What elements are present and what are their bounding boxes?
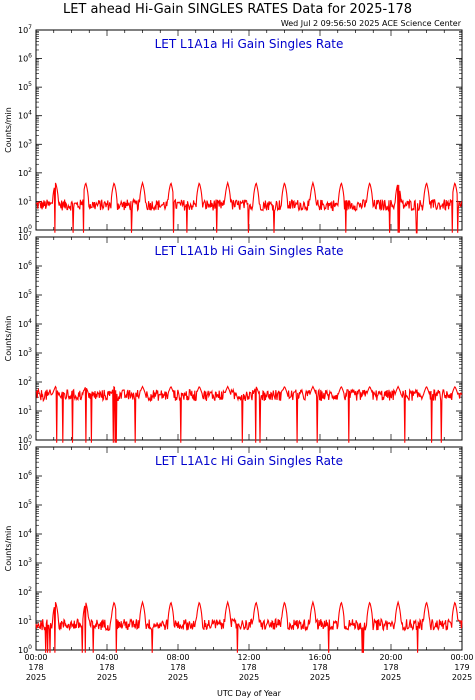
- panel-title: LET L1A1b Hi Gain Singles Rate: [154, 244, 343, 258]
- x-tick-label-time: 12:00: [237, 653, 260, 662]
- y-tick-label: 103: [18, 138, 32, 149]
- x-tick-label-year: 2025: [381, 673, 401, 682]
- x-tick-label-time: 00:00: [450, 653, 473, 662]
- x-tick-label-year: 2025: [452, 673, 472, 682]
- y-tick-label: 106: [18, 53, 32, 64]
- x-tick-label-doy: 178: [383, 663, 398, 672]
- series-line: [35, 600, 463, 653]
- y-tick-label: 107: [18, 24, 32, 35]
- series-line: [35, 385, 463, 443]
- x-tick-label-time: 04:00: [95, 653, 118, 662]
- panel-title: LET L1A1c Hi Gain Singles Rate: [155, 454, 343, 468]
- y-tick-label: 102: [18, 376, 32, 387]
- y-axis-label: Counts/min: [4, 107, 13, 153]
- x-tick-label-year: 2025: [168, 673, 188, 682]
- y-tick-label: 105: [18, 499, 32, 510]
- y-axis-label: Counts/min: [4, 316, 13, 362]
- y-tick-label: 103: [18, 347, 32, 358]
- x-tick-label-time: 00:00: [24, 653, 47, 662]
- y-tick-label: 107: [18, 231, 32, 242]
- y-tick-label: 105: [18, 289, 32, 300]
- x-tick-label-year: 2025: [310, 673, 330, 682]
- x-tick-label-time: 16:00: [308, 653, 331, 662]
- x-tick-label-doy: 179: [454, 663, 469, 672]
- y-tick-label: 106: [18, 260, 32, 271]
- x-tick-label-doy: 178: [312, 663, 327, 672]
- y-tick-label: 104: [18, 528, 32, 539]
- x-tick-label-doy: 178: [99, 663, 114, 672]
- x-tick-label-doy: 178: [241, 663, 256, 672]
- y-tick-label: 101: [18, 615, 32, 626]
- page-title: LET ahead Hi-Gain SINGLES RATES Data for…: [62, 2, 413, 17]
- y-tick-label: 100: [18, 644, 32, 655]
- y-tick-label: 100: [18, 224, 32, 235]
- x-tick-label-year: 2025: [97, 673, 117, 682]
- timestamp: Wed Jul 2 09:56:50 2025 ACE Science Cent…: [280, 19, 461, 28]
- plot-frame: [35, 446, 463, 651]
- series-line: [35, 180, 462, 234]
- y-tick-label: 102: [18, 586, 32, 597]
- x-tick-label-year: 2025: [239, 673, 259, 682]
- x-tick-label-doy: 178: [28, 663, 43, 672]
- y-axis-label: Counts/min: [4, 526, 13, 572]
- y-tick-label: 107: [18, 441, 32, 452]
- y-tick-label: 101: [18, 195, 32, 206]
- x-tick-label-time: 08:00: [166, 653, 189, 662]
- plot-frame: [35, 236, 463, 441]
- y-tick-label: 100: [18, 434, 32, 445]
- panel-title: LET L1A1a Hi Gain Singles Rate: [155, 37, 344, 51]
- x-axis-label: UTC Day of Year: [217, 689, 282, 698]
- y-tick-label: 102: [18, 167, 32, 178]
- y-tick-label: 104: [18, 110, 32, 121]
- y-tick-label: 105: [18, 81, 32, 92]
- y-tick-label: 101: [18, 405, 32, 416]
- x-tick-label-doy: 178: [170, 663, 185, 672]
- y-tick-label: 104: [18, 318, 32, 329]
- y-tick-label: 106: [18, 470, 32, 481]
- y-tick-label: 103: [18, 557, 32, 568]
- x-tick-label-time: 20:00: [379, 653, 402, 662]
- x-tick-label-year: 2025: [26, 673, 46, 682]
